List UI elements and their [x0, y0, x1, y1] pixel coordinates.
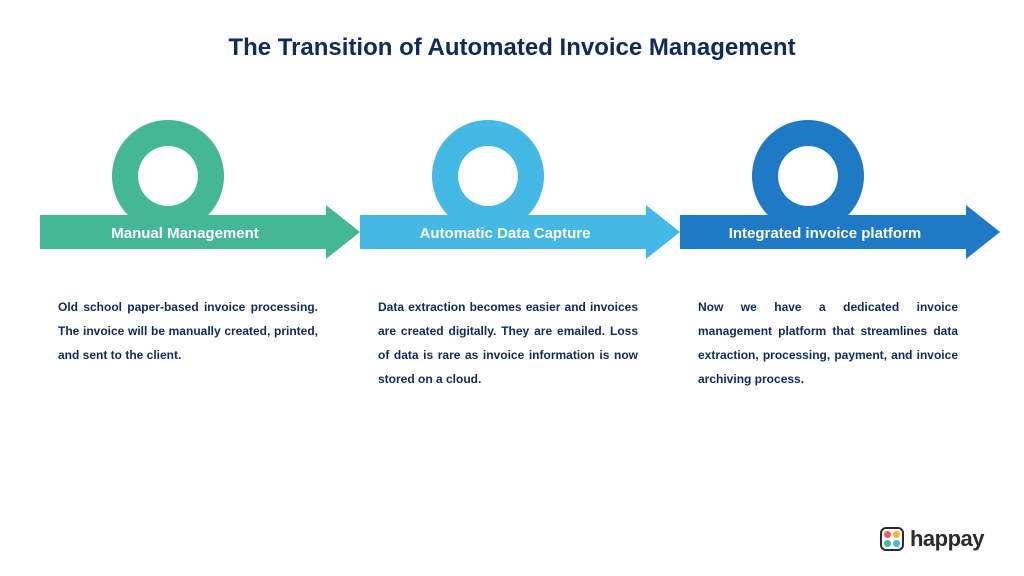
- stage-integrated: [680, 120, 1000, 280]
- brand-logo: happay: [880, 526, 984, 552]
- arrow-loop-2: [360, 120, 680, 280]
- stage-auto: [360, 120, 680, 280]
- logo-dot: [893, 531, 900, 538]
- logo-dot: [893, 540, 900, 547]
- logo-dot: [884, 531, 891, 538]
- stage-desc-1: Old school paper-based invoice processin…: [58, 295, 318, 367]
- stage-desc-3: Now we have a dedicated invoice manageme…: [698, 295, 958, 391]
- logo-icon: [880, 527, 904, 551]
- arrow-loop-1: [40, 120, 360, 280]
- page-title: The Transition of Automated Invoice Mana…: [0, 34, 1024, 62]
- stage-manual: [40, 120, 360, 280]
- logo-dot: [884, 540, 891, 547]
- logo-text: happay: [910, 526, 984, 552]
- stage-label-3: Integrated invoice platform: [680, 225, 970, 242]
- arrow-loop-3: [680, 120, 1000, 280]
- stage-label-1: Manual Management: [40, 225, 330, 242]
- stage-label-2: Automatic Data Capture: [360, 225, 650, 242]
- stage-desc-2: Data extraction becomes easier and invoi…: [378, 295, 638, 391]
